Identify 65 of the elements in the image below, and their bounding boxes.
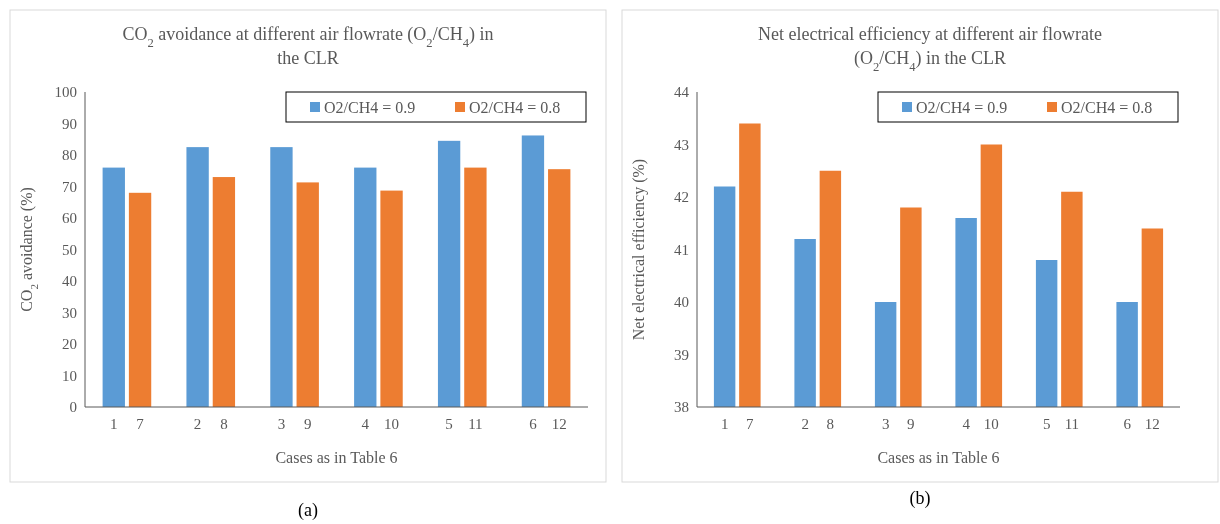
bar bbox=[380, 190, 403, 407]
x-tick-label: 11 bbox=[468, 416, 483, 432]
y-tick-label: 41 bbox=[674, 241, 689, 258]
x-tick-label: 7 bbox=[746, 416, 755, 432]
y-tick-label: 100 bbox=[54, 84, 77, 101]
y-tick-label: 90 bbox=[62, 115, 77, 132]
x-tick-label: 4 bbox=[361, 416, 370, 432]
bar bbox=[102, 167, 125, 407]
text: (a) bbox=[298, 500, 318, 521]
bar bbox=[521, 135, 545, 407]
x-tick-label: 2 bbox=[193, 416, 202, 432]
x-tick-label: 1 bbox=[720, 416, 729, 432]
bar bbox=[464, 167, 487, 407]
legend-label: O2/CH4 = 0.9 bbox=[324, 98, 416, 116]
x-tick-label: 12 bbox=[551, 416, 567, 432]
x-axis-title: Cases as in Table 6 bbox=[877, 449, 1000, 466]
x-tick-label: 12 bbox=[1144, 416, 1160, 432]
x-tick-label: 10 bbox=[384, 416, 400, 432]
y-tick-label: 39 bbox=[674, 346, 689, 363]
y-tick-label: 10 bbox=[62, 367, 77, 384]
x-tick-label: 10 bbox=[983, 416, 999, 432]
x-tick-label: 6 bbox=[1123, 416, 1132, 432]
bar bbox=[212, 177, 236, 407]
x-tick-label: 3 bbox=[277, 416, 286, 432]
x-tick-label: 2 bbox=[801, 416, 809, 432]
y-tick-label: 42 bbox=[674, 189, 689, 206]
y-tick-label: 20 bbox=[62, 336, 77, 353]
bar bbox=[270, 147, 293, 407]
y-tick-label: 0 bbox=[69, 399, 77, 416]
x-tick-label: 9 bbox=[907, 416, 915, 432]
y-tick-label: 40 bbox=[62, 273, 77, 290]
x-tick-label: 5 bbox=[445, 416, 453, 432]
bar bbox=[296, 182, 319, 407]
y-tick-label: 38 bbox=[674, 399, 689, 416]
bar bbox=[548, 169, 571, 407]
bar bbox=[128, 192, 152, 407]
x-tick-label: 3 bbox=[881, 416, 890, 432]
bar bbox=[354, 167, 377, 407]
x-axis-title: Cases as in Table 6 bbox=[275, 449, 398, 466]
x-tick-label: 1 bbox=[110, 416, 118, 432]
y-tick-label: 40 bbox=[674, 294, 689, 311]
legend-label: O2/CH4 = 0.8 bbox=[469, 98, 561, 116]
x-tick-label: 5 bbox=[1042, 416, 1051, 432]
bar bbox=[437, 140, 461, 407]
chart-title: Net electrical efficiency at different air flowrate (O$_{2}$/CH$_{4}$) in the CLR bbox=[757, 24, 1103, 74]
y-tick-label: 70 bbox=[62, 178, 77, 195]
chart-title: CO$_{2}$ avoidance at different air flowrate (O$_{2}$/CH$_{4}$) in the CLR bbox=[122, 24, 494, 68]
bar bbox=[186, 147, 209, 407]
text: (b) bbox=[909, 488, 931, 509]
x-tick-label: 11 bbox=[1064, 416, 1080, 432]
x-tick-label: 9 bbox=[303, 416, 312, 432]
x-tick-label: 8 bbox=[220, 416, 228, 432]
x-tick-label: 4 bbox=[962, 416, 971, 432]
y-tick-label: 30 bbox=[62, 304, 77, 321]
y-tick-label: 44 bbox=[674, 84, 690, 101]
y-tick-label: 50 bbox=[62, 241, 77, 258]
y-tick-label: 43 bbox=[674, 136, 689, 153]
x-tick-label: 8 bbox=[826, 416, 835, 432]
y-tick-label: 80 bbox=[62, 147, 77, 164]
y-tick-label: 60 bbox=[62, 210, 77, 227]
legend-label: O2/CH4 = 0.8 bbox=[1061, 98, 1153, 116]
x-tick-label: 6 bbox=[529, 416, 538, 432]
x-tick-label: 7 bbox=[136, 416, 145, 432]
legend-label: O2/CH4 = 0.9 bbox=[916, 98, 1008, 116]
y-axis-title: Net electrical efficiency (%) bbox=[630, 158, 648, 341]
